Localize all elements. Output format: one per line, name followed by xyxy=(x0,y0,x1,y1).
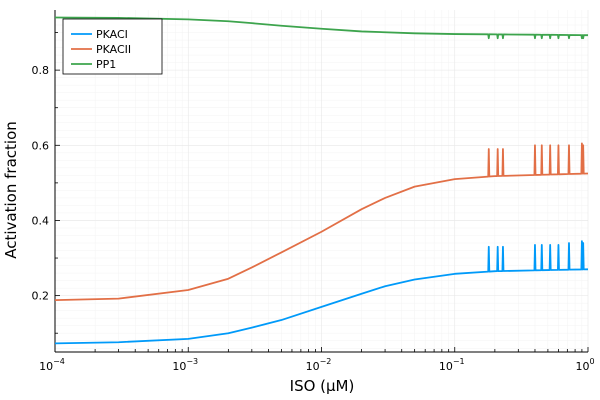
axes: 10−4 10−3 10−2 10−1 100 0.2 0.4 0.6 0.8 xyxy=(32,10,595,373)
x-tick-label: 100 xyxy=(575,357,594,373)
y-tick-label: 0.2 xyxy=(32,290,50,303)
y-tick-label: 0.6 xyxy=(32,139,50,152)
legend-label-pp1: PP1 xyxy=(96,58,116,71)
x-tick-label: 10−2 xyxy=(306,357,332,373)
x-tick-label: 10−3 xyxy=(172,357,198,373)
x-tick-label: 10−1 xyxy=(439,357,465,373)
series-line-pkacii xyxy=(54,142,589,302)
legend-label-pkaci: PKACI xyxy=(96,28,128,41)
series-line-pkaci xyxy=(54,240,589,345)
legend: PKACI PKACII PP1 xyxy=(62,18,163,75)
y-tick-label: 0.8 xyxy=(32,64,50,77)
x-tick-label: 10−4 xyxy=(39,357,65,373)
series-group xyxy=(54,16,589,345)
y-axis-label: Activation fraction xyxy=(2,121,20,258)
grid xyxy=(54,10,589,352)
x-axis-label: ISO (μM) xyxy=(290,377,355,395)
y-tick-label: 0.4 xyxy=(32,214,50,227)
legend-label-pkacii: PKACII xyxy=(96,43,131,56)
series-line-pp1 xyxy=(54,16,589,40)
